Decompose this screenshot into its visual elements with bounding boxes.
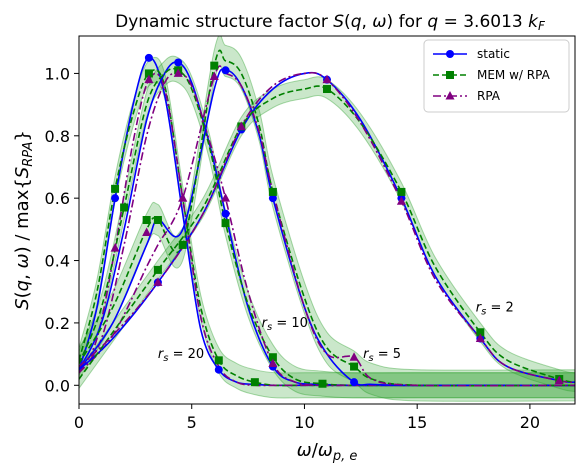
mem-point xyxy=(210,61,219,70)
x-tick-label: 10 xyxy=(294,413,314,432)
mem-line-0 xyxy=(79,69,575,387)
x-axis-label: ω/ωp, e xyxy=(297,440,358,464)
mem-line-1 xyxy=(79,67,575,387)
rpa-point xyxy=(153,277,163,286)
static-point xyxy=(221,209,230,218)
rpa-point xyxy=(268,358,278,367)
rpa-point xyxy=(349,352,359,361)
static-point xyxy=(144,53,153,62)
rpa-point xyxy=(144,74,154,84)
mem-point xyxy=(350,362,359,371)
rpa-point xyxy=(236,121,246,130)
rpa-point xyxy=(178,193,188,202)
x-tick-label: 15 xyxy=(407,413,427,432)
y-tick-label: 0.8 xyxy=(45,127,70,146)
y-axis-label: S(q, ω) / max{SRPA} xyxy=(12,130,36,310)
mem-point xyxy=(397,187,406,196)
rpa-line-2 xyxy=(79,65,575,387)
mem-band-1 xyxy=(79,55,575,399)
y-tick-label: 1.0 xyxy=(45,64,70,83)
series-markers xyxy=(110,53,564,388)
annotation-label: rs = 2 xyxy=(476,300,514,317)
legend-marker xyxy=(446,50,454,58)
mem-point xyxy=(142,216,151,224)
static-line-1 xyxy=(79,61,575,387)
plot-frame xyxy=(78,35,576,405)
x-axis-ticks: 0 5 10 15 20 xyxy=(74,404,540,432)
y-axis-ticks: 0.0 0.2 0.4 0.6 0.8 1.0 xyxy=(45,64,79,395)
legend-label: static xyxy=(477,47,510,61)
mem-point xyxy=(268,187,277,196)
rpa-point xyxy=(209,71,219,81)
mem-point xyxy=(323,85,331,94)
annotation-label: rs = 10 xyxy=(262,316,308,333)
mem-line-2 xyxy=(79,49,575,387)
mem-point xyxy=(111,184,120,193)
rpa-point xyxy=(475,333,485,343)
legend: static MEM w/ RPA RPA xyxy=(423,39,570,113)
static-point xyxy=(111,194,120,203)
mem-point xyxy=(318,379,327,388)
legend-label: RPA xyxy=(477,89,501,103)
legend-marker xyxy=(445,91,455,100)
y-tick-label: 0.0 xyxy=(45,376,70,395)
rpa-line-1 xyxy=(79,72,575,387)
chart-title: Dynamic structure factor S(q, ω) for q =… xyxy=(115,12,546,33)
rpa-point xyxy=(173,68,183,77)
mem-point xyxy=(476,328,485,337)
rpa-point xyxy=(221,193,231,202)
static-point xyxy=(268,194,277,203)
mem-point xyxy=(120,203,129,212)
annotation-label: rs = 5 xyxy=(363,347,401,364)
mem-point xyxy=(144,69,153,78)
mem-band-3 xyxy=(79,76,575,393)
legend-label: MEM w/ RPA xyxy=(477,68,551,82)
rpa-point xyxy=(554,375,564,385)
rpa-line-0 xyxy=(79,72,575,387)
annotation-label: rs = 20 xyxy=(158,347,204,364)
mem-point xyxy=(153,216,162,224)
legend-marker xyxy=(446,71,454,79)
rpa-point xyxy=(322,74,332,84)
y-tick-label: 0.4 xyxy=(45,252,70,271)
static-point xyxy=(350,378,359,387)
mem-point xyxy=(268,353,277,362)
mem-point xyxy=(250,378,259,387)
x-tick-label: 20 xyxy=(520,413,540,432)
static-point xyxy=(174,58,183,67)
mem-point xyxy=(178,240,187,249)
y-tick-label: 0.6 xyxy=(45,189,70,208)
x-tick-label: 5 xyxy=(187,413,197,432)
x-tick-label: 0 xyxy=(74,413,84,432)
static-point xyxy=(214,365,223,374)
rpa-point xyxy=(396,196,406,205)
mem-point xyxy=(214,356,223,365)
rs-annotations: rs = 20 rs = 10 rs = 5 rs = 2 xyxy=(158,300,514,364)
mem-point xyxy=(221,219,230,228)
y-tick-label: 0.2 xyxy=(45,314,70,333)
mem-point xyxy=(153,265,162,274)
rpa-point xyxy=(110,243,120,252)
legend-box xyxy=(423,39,570,113)
rpa-point xyxy=(142,227,152,236)
static-point xyxy=(221,66,230,75)
